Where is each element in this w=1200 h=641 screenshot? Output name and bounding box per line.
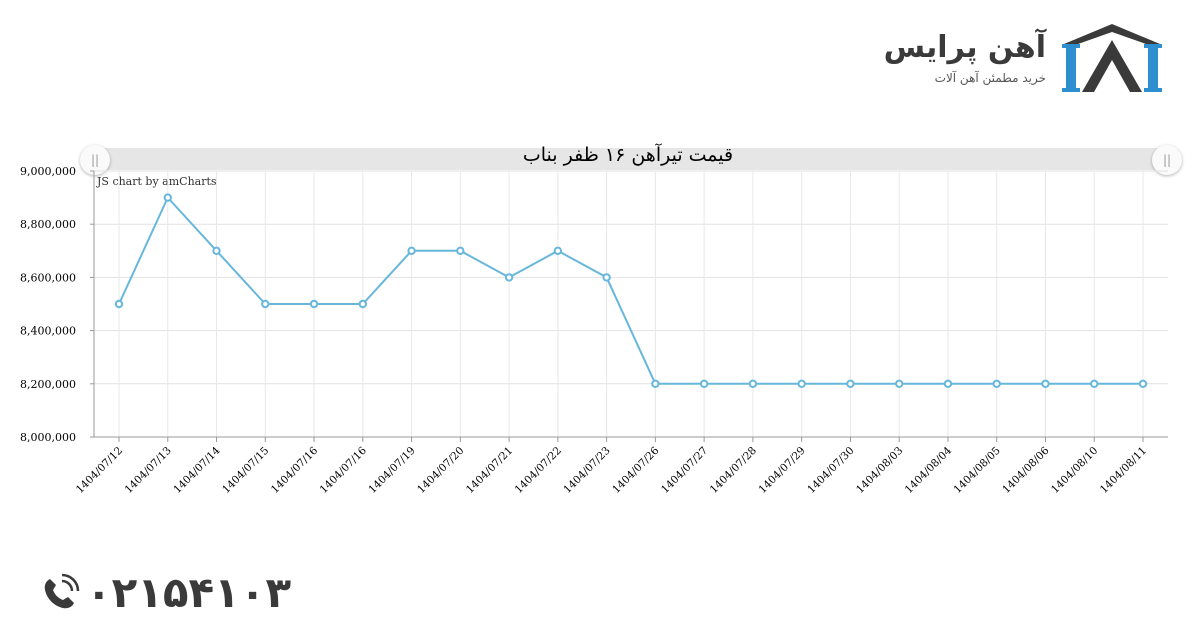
chart-scrollbar[interactable] — [92, 148, 1168, 170]
data-point[interactable] — [748, 379, 758, 388]
x-tick-label: 1404/07/16 — [318, 444, 370, 496]
x-tick-label: 1404/07/12 — [74, 445, 125, 496]
data-point[interactable] — [651, 379, 660, 388]
data-point[interactable] — [943, 379, 953, 388]
data-point[interactable] — [602, 273, 611, 282]
brand-emblem-icon — [1062, 24, 1162, 92]
data-point[interactable] — [894, 379, 904, 388]
data-point[interactable] — [846, 379, 855, 388]
data-point[interactable] — [407, 246, 416, 256]
y-tick-label: 8,800,000 — [20, 218, 76, 231]
x-tick-label: 1404/07/20 — [415, 445, 466, 496]
brand-text: آهن پرایس خرید مطمئن آهن آلات — [883, 30, 1046, 86]
data-point[interactable] — [261, 299, 270, 309]
chart-credit[interactable]: JS chart by amCharts — [97, 175, 217, 188]
data-point[interactable] — [358, 299, 368, 309]
x-tick-label: 1404/08/10 — [1049, 445, 1100, 496]
x-tick-label: 1404/07/30 — [805, 445, 856, 496]
phone-contact[interactable]: ۰۲۱۵۴۱۰۳ — [40, 568, 291, 617]
data-point[interactable] — [992, 379, 1001, 388]
x-tick-label: 1404/08/06 — [1000, 444, 1052, 496]
y-tick-label: 8,400,000 — [20, 325, 76, 338]
y-tick-label: 8,000,000 — [20, 431, 76, 444]
data-point[interactable] — [163, 193, 172, 202]
data-point[interactable] — [456, 246, 465, 256]
data-point[interactable] — [1041, 379, 1050, 388]
y-tick-label: 8,600,000 — [20, 271, 76, 284]
x-tick-label: 1404/07/27 — [659, 445, 710, 496]
scrollbar-left-grip[interactable]: || — [80, 145, 110, 175]
phone-icon — [44, 573, 80, 608]
data-point[interactable] — [212, 246, 221, 256]
data-point[interactable] — [699, 379, 709, 388]
series-line — [118, 195, 1143, 385]
data-point[interactable] — [1138, 379, 1148, 388]
x-tick-label: 1404/07/22 — [513, 445, 564, 496]
data-point[interactable] — [504, 273, 514, 282]
data-point[interactable] — [1090, 379, 1099, 388]
brand-tagline: خرید مطمئن آهن آلات — [934, 71, 1046, 85]
x-tick-label: 1404/08/04 — [903, 444, 955, 496]
scrollbar-right-grip[interactable]: || — [1152, 145, 1182, 175]
data-point[interactable] — [797, 379, 806, 388]
y-tick-label: 9,000,000 — [20, 165, 76, 178]
x-tick-label: 1404/07/19 — [366, 445, 417, 496]
x-tick-label: 1404/07/29 — [757, 445, 808, 496]
brand-name: آهن پرایس — [883, 30, 1046, 65]
x-tick-label: 1404/07/13 — [123, 445, 174, 496]
x-tick-label: 1404/07/26 — [610, 444, 662, 496]
x-tick-label: 1404/07/15 — [220, 445, 271, 496]
x-tick-label: 1404/08/11 — [1098, 445, 1149, 496]
x-tick-label: 1404/07/21 — [464, 445, 515, 496]
brand-logo[interactable]: آهن پرایس خرید مطمئن آهن آلات — [884, 22, 1164, 94]
x-tick-label: 1404/07/16 — [269, 444, 321, 496]
data-point[interactable] — [114, 299, 124, 309]
x-tick-label: 1404/07/23 — [561, 445, 612, 496]
x-tick-label: 1404/07/14 — [171, 444, 223, 496]
data-point[interactable] — [309, 299, 319, 309]
x-tick-label: 1404/07/28 — [708, 445, 759, 496]
x-tick-label: 1404/08/03 — [854, 445, 905, 496]
y-tick-label: 8,200,000 — [20, 378, 76, 391]
phone-number: ۰۲۱۵۴۱۰۳ — [86, 568, 292, 617]
chart-title: قیمت تیرآهن ۱۶ ظفر بناب — [522, 144, 734, 166]
data-point[interactable] — [553, 246, 563, 256]
x-tick-label: 1404/08/05 — [952, 445, 1003, 496]
